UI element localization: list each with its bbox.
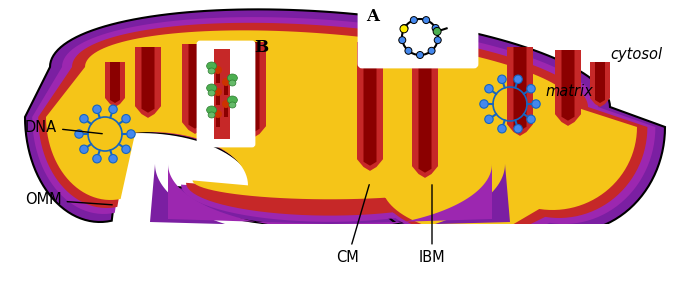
Ellipse shape bbox=[207, 62, 216, 70]
Text: matrix: matrix bbox=[545, 85, 593, 100]
Circle shape bbox=[416, 52, 423, 58]
Polygon shape bbox=[555, 50, 581, 126]
Polygon shape bbox=[32, 17, 656, 246]
Polygon shape bbox=[240, 42, 266, 138]
Polygon shape bbox=[0, 224, 685, 282]
Polygon shape bbox=[38, 23, 647, 243]
Circle shape bbox=[109, 105, 117, 113]
Polygon shape bbox=[182, 44, 208, 134]
Polygon shape bbox=[419, 42, 432, 173]
Text: cytosol: cytosol bbox=[610, 47, 662, 61]
Polygon shape bbox=[150, 164, 510, 239]
Polygon shape bbox=[110, 62, 120, 103]
Circle shape bbox=[401, 25, 408, 32]
FancyBboxPatch shape bbox=[359, 6, 477, 67]
Text: OMM: OMM bbox=[25, 193, 112, 208]
Circle shape bbox=[498, 75, 506, 83]
Polygon shape bbox=[507, 47, 533, 136]
Circle shape bbox=[433, 27, 441, 36]
Bar bbox=[224, 107, 228, 117]
Circle shape bbox=[122, 114, 130, 123]
Ellipse shape bbox=[208, 90, 215, 96]
Circle shape bbox=[214, 110, 222, 118]
Circle shape bbox=[79, 114, 88, 123]
Circle shape bbox=[127, 130, 135, 138]
Ellipse shape bbox=[229, 102, 236, 108]
Ellipse shape bbox=[208, 112, 215, 118]
Circle shape bbox=[485, 85, 493, 93]
Polygon shape bbox=[590, 62, 610, 107]
Bar bbox=[216, 73, 220, 83]
Circle shape bbox=[432, 25, 439, 32]
Ellipse shape bbox=[207, 84, 216, 92]
Ellipse shape bbox=[229, 80, 236, 86]
Circle shape bbox=[214, 88, 222, 96]
Circle shape bbox=[222, 78, 230, 86]
Text: B: B bbox=[254, 39, 268, 56]
FancyBboxPatch shape bbox=[198, 42, 254, 146]
Text: DNA: DNA bbox=[25, 120, 102, 135]
Ellipse shape bbox=[227, 96, 238, 104]
Bar bbox=[216, 95, 220, 105]
Circle shape bbox=[400, 25, 408, 33]
Circle shape bbox=[434, 37, 441, 44]
Circle shape bbox=[92, 155, 101, 163]
Circle shape bbox=[214, 66, 222, 74]
Circle shape bbox=[485, 115, 493, 124]
Polygon shape bbox=[135, 47, 161, 118]
Polygon shape bbox=[595, 62, 605, 103]
Circle shape bbox=[79, 145, 88, 153]
Ellipse shape bbox=[207, 106, 216, 114]
Polygon shape bbox=[514, 47, 527, 131]
Polygon shape bbox=[188, 44, 201, 129]
Polygon shape bbox=[357, 42, 383, 171]
Text: CM: CM bbox=[336, 185, 369, 265]
Polygon shape bbox=[46, 30, 637, 238]
Polygon shape bbox=[168, 164, 492, 229]
Circle shape bbox=[527, 115, 535, 124]
Circle shape bbox=[532, 100, 540, 108]
Circle shape bbox=[222, 100, 230, 108]
Bar bbox=[214, 49, 230, 139]
Polygon shape bbox=[105, 62, 125, 107]
Polygon shape bbox=[364, 42, 377, 166]
Polygon shape bbox=[25, 9, 665, 251]
Circle shape bbox=[428, 47, 435, 54]
Circle shape bbox=[122, 145, 130, 153]
Circle shape bbox=[498, 125, 506, 133]
Circle shape bbox=[514, 125, 522, 133]
Circle shape bbox=[479, 100, 488, 108]
Circle shape bbox=[405, 47, 412, 54]
Ellipse shape bbox=[208, 68, 215, 74]
Polygon shape bbox=[142, 47, 155, 113]
Circle shape bbox=[399, 37, 406, 44]
Polygon shape bbox=[247, 42, 260, 133]
Circle shape bbox=[410, 17, 417, 24]
Circle shape bbox=[423, 17, 429, 24]
Text: A: A bbox=[366, 8, 379, 25]
Polygon shape bbox=[562, 50, 575, 121]
Circle shape bbox=[75, 130, 83, 138]
Text: IBM: IBM bbox=[419, 185, 445, 265]
Circle shape bbox=[514, 75, 522, 83]
Polygon shape bbox=[412, 42, 438, 178]
Ellipse shape bbox=[227, 74, 238, 82]
Circle shape bbox=[109, 155, 117, 163]
Bar bbox=[216, 117, 220, 127]
Bar bbox=[224, 85, 228, 95]
Circle shape bbox=[527, 85, 535, 93]
Circle shape bbox=[92, 105, 101, 113]
